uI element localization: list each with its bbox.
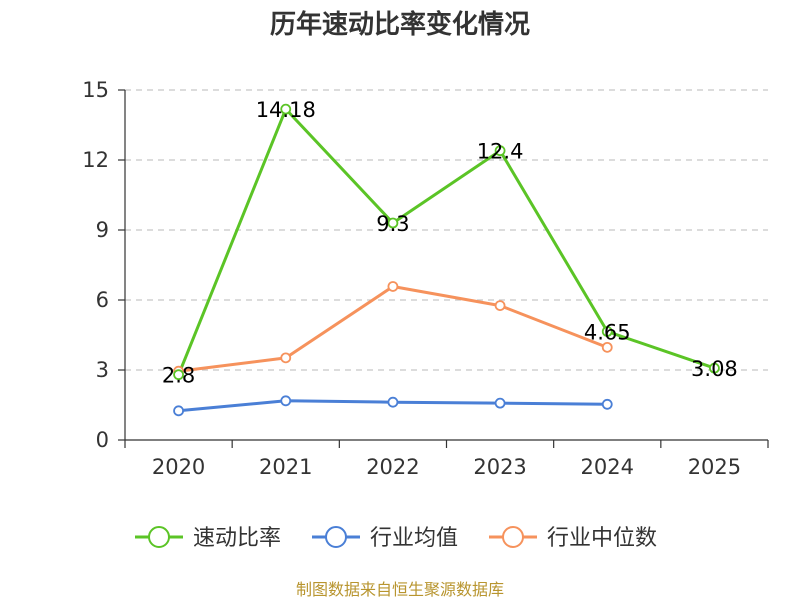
chart-title: 历年速动比率变化情况 xyxy=(270,9,530,40)
legend: 速动比率 行业均值 行业中位数 xyxy=(135,526,657,551)
data-label-2021: 14.18 xyxy=(256,98,316,122)
data-point-s1-2023 xyxy=(494,397,506,409)
x-tick-label-2020: 2020 xyxy=(152,455,205,479)
data-point-s2-2022 xyxy=(387,281,399,292)
x-tick-label-2021: 2021 xyxy=(259,455,312,479)
data-label-2024: 4.65 xyxy=(584,321,631,345)
x-tick-label-2023: 2023 xyxy=(473,455,526,479)
data-point-s0-2021 xyxy=(280,103,292,115)
data-point-s1-2021 xyxy=(280,395,292,407)
x-axis-tick-labels: 2020 2021 2022 2023 2024 2025 xyxy=(152,455,741,479)
series-lines xyxy=(177,107,715,413)
y-tick-label-3: 3 xyxy=(96,358,109,382)
data-point-s0-2025 xyxy=(709,362,720,374)
x-tick-label-2025: 2025 xyxy=(688,455,741,479)
series-points xyxy=(173,103,720,417)
legend-label-0: 速动比率 xyxy=(193,526,281,551)
legend-marker-0 xyxy=(148,526,170,548)
y-tick-label-6: 6 xyxy=(96,288,109,312)
y-tick-label-12: 12 xyxy=(82,148,109,172)
x-tick-label-2024: 2024 xyxy=(581,455,634,479)
data-label-2022: 9.3 xyxy=(376,212,409,236)
data-point-s0-2023 xyxy=(494,145,506,157)
data-labels: 2.8 14.18 9.3 12.4 4.65 3.08 xyxy=(162,98,738,388)
axes xyxy=(118,89,769,448)
data-point-s0-2020 xyxy=(173,369,184,381)
data-point-s2-2023 xyxy=(494,300,506,312)
series-line-2 xyxy=(178,285,608,373)
data-point-s2-2021 xyxy=(280,352,292,364)
gridlines xyxy=(125,89,768,371)
source-note: 制图数据来自恒生聚源数据库 xyxy=(296,580,504,599)
y-tick-label-9: 9 xyxy=(96,218,109,242)
y-tick-label-0: 0 xyxy=(96,428,109,452)
legend-label-1: 行业均值 xyxy=(370,526,458,551)
data-point-s1-2022 xyxy=(387,396,399,408)
data-point-s0-2024 xyxy=(601,326,613,337)
data-point-s2-2024 xyxy=(601,341,613,353)
data-point-s0-2022 xyxy=(387,217,399,229)
data-point-s1-2024 xyxy=(601,398,613,410)
data-point-s1-2020 xyxy=(173,405,184,417)
legend-label-2: 行业中位数 xyxy=(547,526,657,551)
legend-marker-1 xyxy=(325,526,347,548)
x-tick-label-2022: 2022 xyxy=(366,455,419,479)
y-tick-label-15: 15 xyxy=(82,78,109,102)
data-label-2025: 3.08 xyxy=(691,357,738,381)
data-label-2020: 2.8 xyxy=(162,364,195,388)
series-line-0 xyxy=(177,107,715,376)
y-axis-tick-labels: 0 3 6 9 12 15 xyxy=(82,78,109,452)
legend-marker-2 xyxy=(502,526,524,548)
data-label-2023: 12.4 xyxy=(477,140,524,164)
